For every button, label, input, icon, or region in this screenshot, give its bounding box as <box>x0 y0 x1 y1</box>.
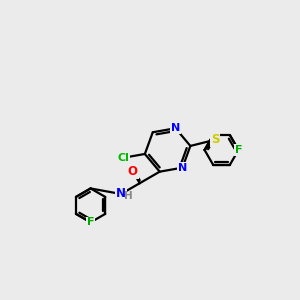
Text: F: F <box>235 145 242 155</box>
Text: S: S <box>211 133 219 146</box>
Text: N: N <box>171 123 180 133</box>
Text: H: H <box>124 191 132 201</box>
Text: O: O <box>128 165 138 178</box>
Text: N: N <box>116 188 126 200</box>
Text: N: N <box>178 163 187 173</box>
Text: F: F <box>87 217 94 227</box>
Text: Cl: Cl <box>118 153 130 163</box>
